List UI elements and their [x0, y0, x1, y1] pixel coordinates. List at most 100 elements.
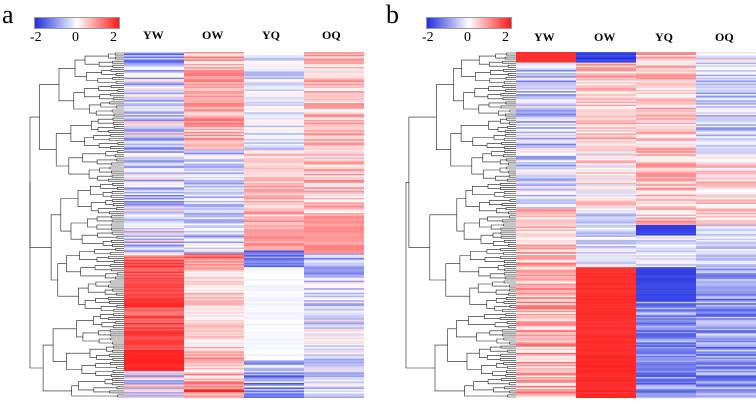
heatmap-cell: [576, 352, 636, 355]
heatmap-cell: [304, 252, 364, 255]
heatmap-cell: [576, 382, 636, 386]
dendrogram-branch: [464, 385, 508, 397]
heatmap-cell: [304, 301, 364, 304]
panel-b-col-label-ow: OW: [594, 30, 616, 44]
panel-a-col-label-ow: OW: [202, 28, 224, 42]
heatmap-cell: [516, 285, 576, 288]
heatmap-cell: [516, 396, 576, 398]
heatmap-cell: [636, 387, 696, 390]
heatmap-cell: [244, 80, 304, 83]
heatmap-cell: [636, 94, 696, 97]
heatmap-cell: [184, 79, 244, 82]
heatmap-cell: [516, 243, 576, 246]
heatmap-cell: [244, 103, 304, 106]
heatmap-cell: [244, 56, 304, 59]
heatmap-cell: [184, 385, 244, 389]
heatmap-cell: [516, 175, 576, 178]
heatmap-cell: [516, 139, 576, 142]
heatmap-cell: [576, 252, 636, 255]
heatmap-cell: [124, 237, 184, 240]
heatmap-cell: [304, 71, 364, 74]
heatmap-cell: [636, 249, 696, 252]
heatmap-cell: [636, 76, 696, 79]
heatmap-cell: [304, 98, 364, 101]
heatmap-cell: [124, 238, 184, 241]
heatmap-cell: [244, 173, 304, 176]
dendrogram-branch: [505, 101, 516, 105]
heatmap-cell: [696, 279, 756, 282]
heatmap-cell: [576, 321, 636, 324]
heatmap-cell: [696, 259, 756, 262]
heatmap-cell: [516, 137, 576, 140]
heatmap-cell: [696, 59, 756, 62]
heatmap-cell: [124, 107, 184, 110]
heatmap-cell: [244, 193, 304, 196]
dendrogram-branch: [472, 186, 495, 195]
heatmap-cell: [576, 325, 636, 328]
dendrogram-branch: [505, 207, 516, 210]
dendrogram-branch: [478, 104, 499, 114]
heatmap-cell: [124, 169, 184, 172]
heatmap-cell: [636, 133, 696, 136]
heatmap-cell: [304, 128, 364, 131]
heatmap-cell: [576, 349, 636, 352]
heatmap-cell: [304, 187, 364, 190]
heatmap-cell: [636, 176, 696, 179]
heatmap-cell: [516, 95, 576, 98]
heatmap-cell: [184, 145, 244, 148]
heatmap-cell: [304, 363, 364, 366]
dendrogram-branch: [113, 345, 124, 349]
heatmap-cell: [696, 188, 756, 191]
heatmap-cell: [696, 77, 756, 80]
heatmap-cell: [304, 361, 364, 364]
heatmap-cell: [576, 261, 636, 264]
dendrogram-branch: [109, 390, 124, 394]
heatmap-cell: [636, 339, 696, 342]
heatmap-cell: [124, 95, 184, 98]
heatmap-cell: [516, 218, 576, 222]
heatmap-cell: [184, 215, 244, 219]
heatmap-cell: [636, 333, 696, 336]
heatmap-cell: [516, 148, 576, 151]
heatmap-cell: [244, 151, 304, 154]
heatmap-cell: [124, 277, 184, 280]
heatmap-cell: [636, 351, 696, 354]
heatmap-cell: [304, 372, 364, 375]
dendrogram-branch: [447, 328, 467, 362]
heatmap-cell: [184, 274, 244, 277]
dendrogram-branch: [493, 135, 506, 140]
dendrogram-branch: [508, 73, 516, 76]
dendrogram-branch: [108, 353, 124, 357]
heatmap-cell: [636, 369, 696, 372]
heatmap-cell: [636, 221, 696, 225]
heatmap-cell: [576, 379, 636, 383]
dendrogram-branch: [95, 298, 110, 303]
heatmap-cell: [244, 167, 304, 170]
panel-b-col-label-yq: YQ: [655, 30, 673, 44]
heatmap-cell: [244, 376, 304, 380]
dendrogram-branch: [500, 378, 516, 381]
dendrogram-branch: [112, 64, 124, 68]
heatmap-cell: [184, 322, 244, 325]
heatmap-cell: [304, 131, 364, 134]
heatmap-cell: [576, 367, 636, 371]
heatmap-cell: [696, 291, 756, 294]
heatmap-cell: [576, 178, 636, 181]
panel-b-letter: b: [386, 0, 399, 29]
heatmap-cell: [516, 277, 576, 280]
heatmap-cell: [696, 282, 756, 285]
heatmap-cell: [516, 394, 576, 398]
panel-a-dendrogram: [29, 52, 124, 398]
dendrogram-branch: [82, 332, 100, 342]
heatmap-cell: [516, 155, 576, 158]
heatmap-cell: [304, 384, 364, 387]
heatmap-cell: [304, 160, 364, 163]
heatmap-cell: [304, 286, 364, 289]
dendrogram-branch: [87, 283, 106, 293]
heatmap-cell: [244, 309, 304, 312]
heatmap-cell: [304, 261, 364, 264]
heatmap-cell: [636, 282, 696, 285]
heatmap-cell: [124, 393, 184, 396]
dendrogram-branch: [50, 214, 61, 281]
heatmap-cell: [516, 316, 576, 319]
